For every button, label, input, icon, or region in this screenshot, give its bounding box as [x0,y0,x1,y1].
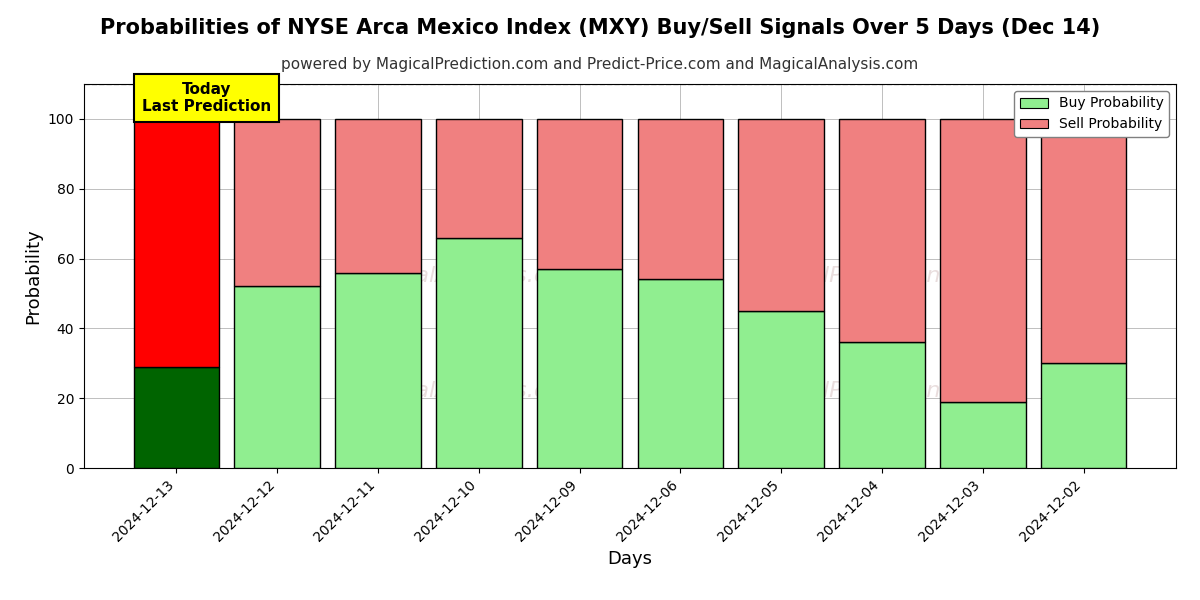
Text: MagicalAnalysis.com: MagicalAnalysis.com [350,266,582,286]
Text: MagicalPrediction.com: MagicalPrediction.com [745,381,996,401]
Bar [335,272,421,468]
Bar [637,280,724,468]
Bar [234,119,320,286]
Bar [738,311,824,468]
Bar [133,119,220,367]
Legend: Buy Probability, Sell Probability: Buy Probability, Sell Probability [1014,91,1169,137]
Bar [234,286,320,468]
Text: Today
Last Prediction: Today Last Prediction [142,82,271,114]
Y-axis label: Probability: Probability [24,228,42,324]
Bar [536,269,623,468]
Bar [335,119,421,272]
Bar [133,367,220,468]
X-axis label: Days: Days [607,550,653,568]
Bar [1040,119,1127,363]
Text: MagicalAnalysis.com: MagicalAnalysis.com [350,381,582,401]
Text: Probabilities of NYSE Arca Mexico Index (MXY) Buy/Sell Signals Over 5 Days (Dec : Probabilities of NYSE Arca Mexico Index … [100,18,1100,38]
Bar [940,401,1026,468]
Bar [839,343,925,468]
Text: powered by MagicalPrediction.com and Predict-Price.com and MagicalAnalysis.com: powered by MagicalPrediction.com and Pre… [281,57,919,72]
Bar [738,119,824,311]
Bar [637,119,724,280]
Text: MagicalPrediction.com: MagicalPrediction.com [745,266,996,286]
Bar [436,119,522,238]
Bar [940,119,1026,401]
Bar [536,119,623,269]
Bar [839,119,925,343]
Bar [436,238,522,468]
Bar [1040,363,1127,468]
